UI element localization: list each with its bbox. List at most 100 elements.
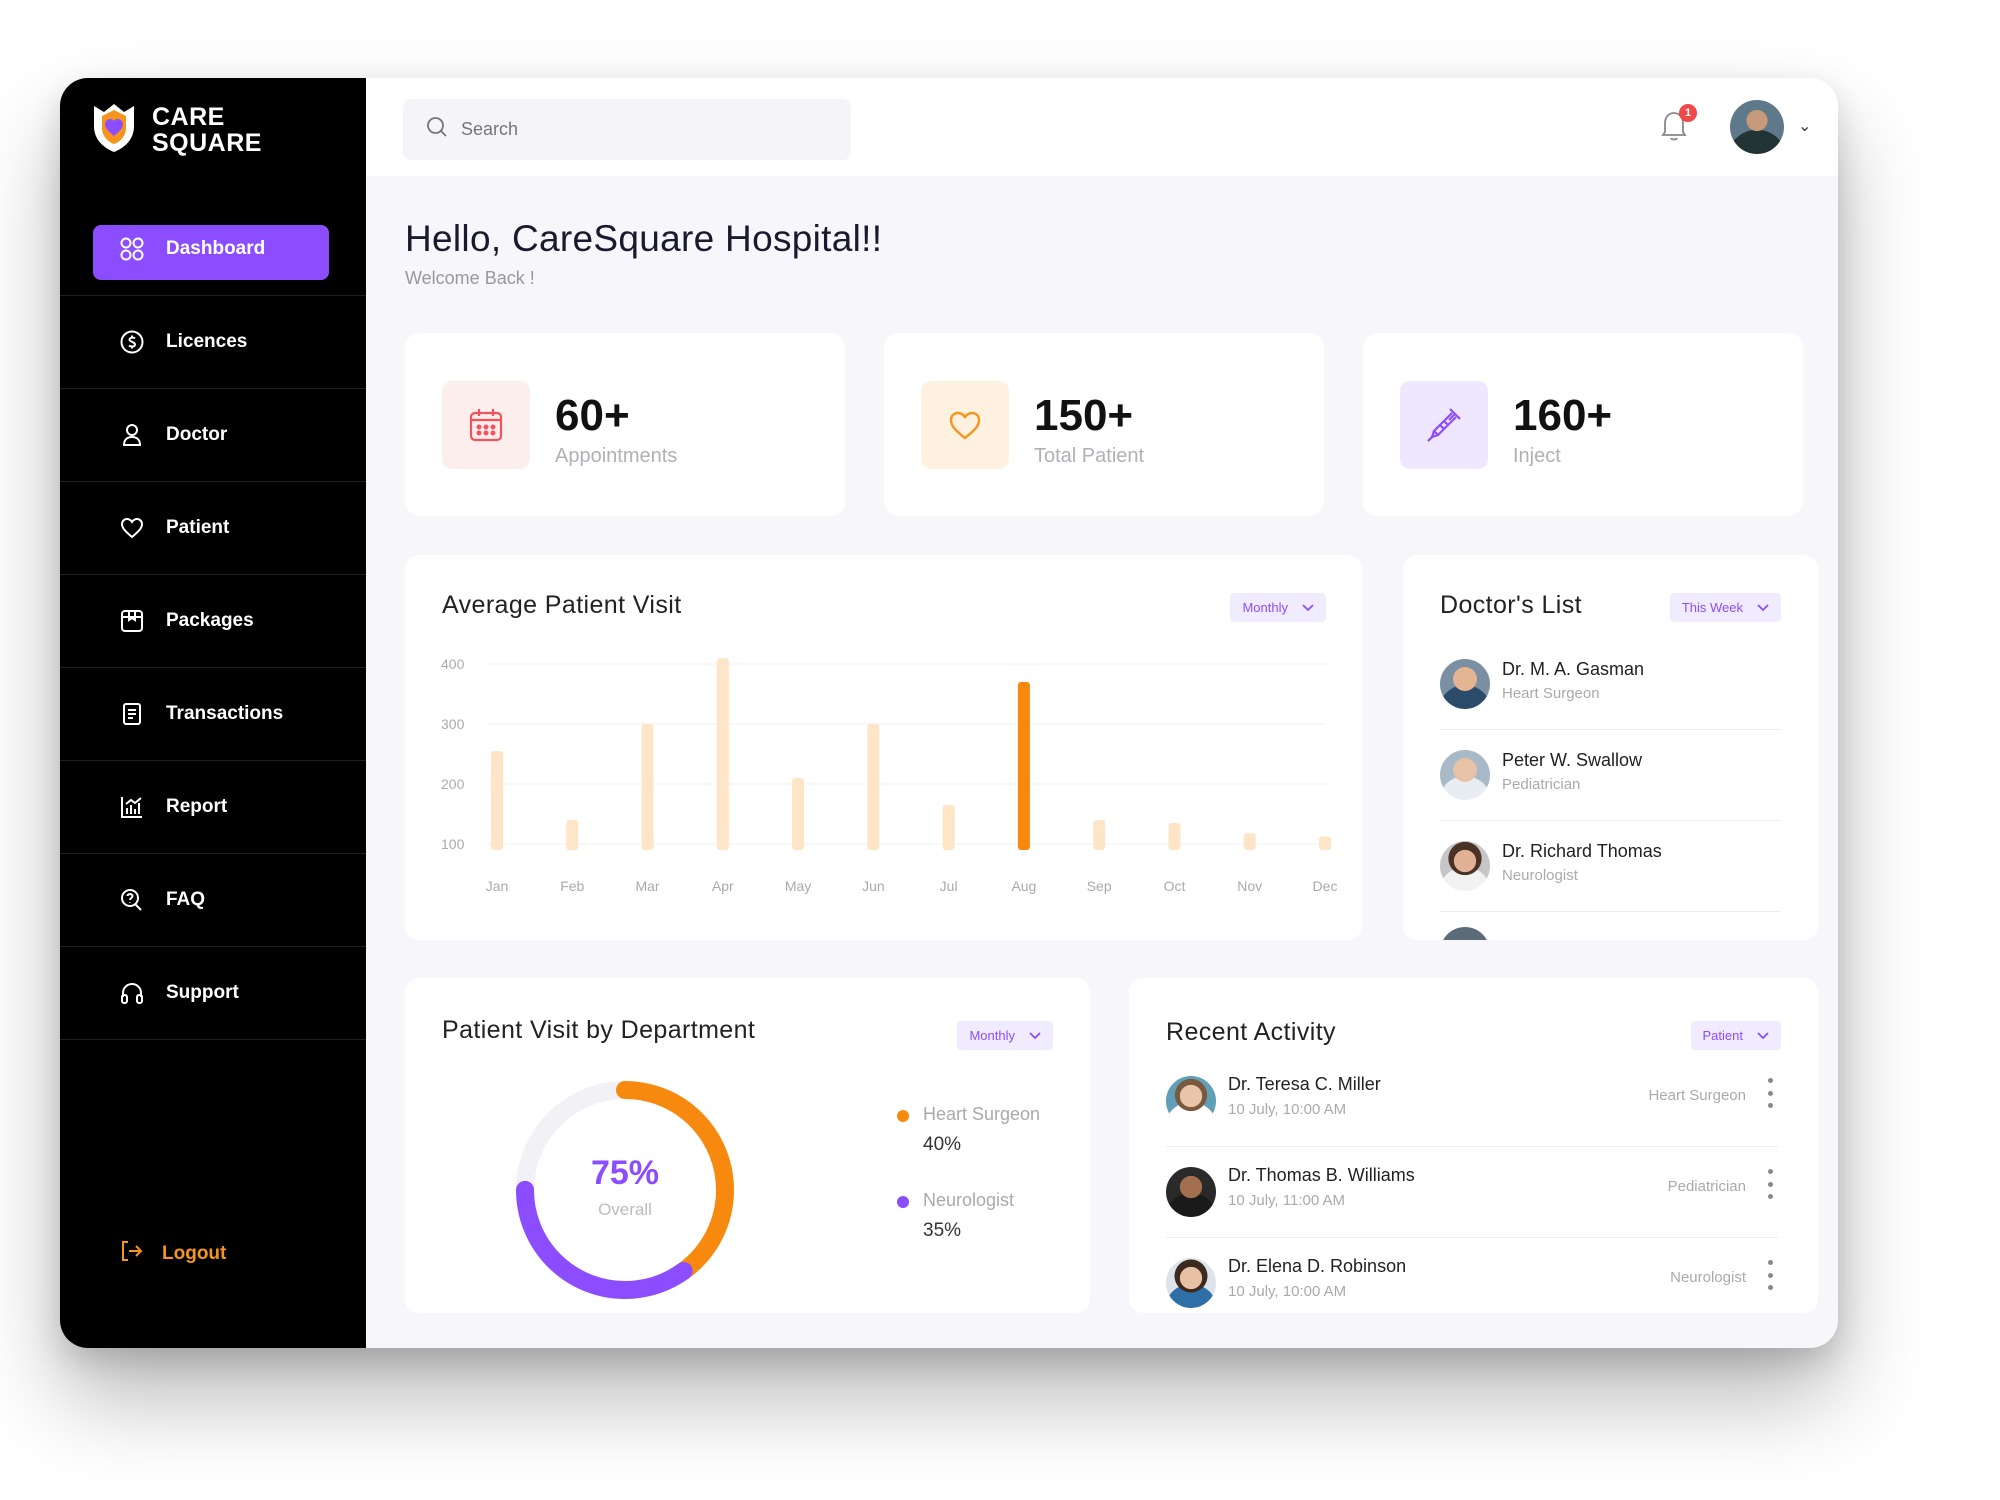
department-card: Patient Visit by Department Monthly 75% … — [405, 978, 1090, 1313]
bar-jan[interactable] — [491, 751, 503, 850]
headphones-icon — [118, 979, 146, 1007]
recent-activity-title: Recent Activity — [1166, 1018, 1336, 1046]
bar-oct[interactable] — [1168, 823, 1181, 850]
doctor-specialty: Pediatrician — [1502, 776, 1581, 793]
bar-mar[interactable] — [641, 724, 654, 850]
average-patient-visit-card: Average Patient Visit Monthly 100 200 300 4… — [405, 555, 1362, 940]
more-options-icon[interactable] — [1762, 1169, 1778, 1199]
receipt-icon — [118, 700, 146, 728]
y-tick-label: 200 — [441, 776, 465, 792]
x-tick-label: Sep — [1087, 878, 1112, 894]
logout-icon — [118, 1238, 144, 1270]
bar-dec[interactable] — [1319, 836, 1331, 850]
app-window: CARE SQUARE Dashboard Licences Doctor — [60, 78, 1838, 1348]
grid-icon — [118, 235, 146, 263]
heart-icon — [118, 514, 146, 542]
donut-segment-neurologist[interactable] — [516, 1081, 734, 1299]
activity-list-item[interactable]: Dr. Thomas B. Williams 10 July, 11:00 AM… — [1166, 1147, 1778, 1238]
donut-segment-heart-surgeon[interactable] — [516, 1081, 734, 1299]
x-tick-label: Jan — [486, 878, 509, 894]
chart-title: Average Patient Visit — [442, 591, 682, 619]
x-tick-label: Mar — [635, 878, 659, 894]
y-tick-label: 100 — [441, 836, 465, 852]
doctors-list-title: Doctor's List — [1440, 591, 1582, 619]
notification-badge: 1 — [1679, 104, 1697, 122]
sidebar-item-support[interactable]: Support — [60, 947, 366, 1040]
doctor-list-item[interactable]: Dr. M. A. Gasman Heart Surgeon — [1440, 639, 1781, 730]
sidebar-item-faq[interactable]: FAQ — [60, 854, 366, 947]
bar-chart-icon — [118, 793, 146, 821]
visits-period-dropdown[interactable]: Monthly — [1230, 593, 1326, 622]
recent-activity-card: Recent Activity Patient Dr. Teresa C. Mi… — [1129, 978, 1818, 1313]
legend-dot-neurologist — [897, 1196, 909, 1208]
logout-button[interactable]: Logout — [118, 1238, 226, 1270]
care-square-logo-icon — [90, 100, 138, 159]
sidebar-item-label: Transactions — [166, 703, 284, 724]
activity-time: 10 July, 11:00 AM — [1228, 1192, 1346, 1209]
brand-line-1: CARE — [152, 102, 225, 131]
sidebar-item-doctor[interactable]: Doctor — [60, 389, 366, 482]
sidebar-item-dashboard[interactable]: Dashboard — [60, 203, 366, 296]
sidebar-item-patient[interactable]: Patient — [60, 482, 366, 575]
doctor-name: Dr. Richard Thomas — [1502, 841, 1662, 861]
doctor-specialty: Neurologist — [1502, 867, 1578, 884]
bar-jul[interactable] — [942, 805, 955, 850]
activity-specialty: Heart Surgeon — [1648, 1087, 1746, 1104]
bar-nov[interactable] — [1243, 833, 1256, 850]
dropdown-value: This Week — [1681, 600, 1743, 615]
bar-jun[interactable] — [867, 724, 880, 850]
sidebar-item-report[interactable]: Report — [60, 761, 366, 854]
x-tick-label: Feb — [560, 878, 584, 894]
sidebar-item-label: Doctor — [166, 424, 228, 445]
sidebar-item-label: Patient — [166, 517, 230, 538]
avatar — [1440, 659, 1490, 709]
sidebar-item-transactions[interactable]: Transactions — [60, 668, 366, 761]
doctors-list-card: Doctor's List This Week Dr. M. A. Gasman… — [1403, 555, 1818, 940]
stat-label: Inject — [1513, 445, 1561, 467]
brand-logo[interactable]: CARE SQUARE — [90, 100, 262, 159]
activity-filter-dropdown[interactable]: Patient — [1690, 1021, 1781, 1050]
activity-name: Dr. Teresa C. Miller — [1228, 1074, 1381, 1094]
calendar-icon — [442, 381, 530, 469]
visits-bar-chart: 100 200 300 400 Jan Feb Mar Apr May Jun Jul Aug Sep O… — [441, 656, 1337, 894]
activity-list-item[interactable]: Dr. Elena D. Robinson 10 July, 10:00 AM … — [1166, 1238, 1778, 1313]
more-options-icon[interactable] — [1762, 1260, 1778, 1290]
sidebar-item-packages[interactable]: Packages — [60, 575, 366, 668]
x-tick-label: Jul — [940, 878, 958, 894]
bar-aug[interactable] — [1017, 682, 1030, 850]
avatar — [1166, 1076, 1216, 1126]
activity-list-item[interactable]: Dr. Teresa C. Miller 10 July, 10:00 AM H… — [1166, 1056, 1778, 1147]
user-avatar[interactable] — [1730, 100, 1784, 154]
sidebar-item-label: Packages — [166, 610, 254, 631]
search-box[interactable] — [403, 99, 851, 160]
sidebar-item-label: Report — [166, 796, 228, 817]
bar-sep[interactable] — [1093, 820, 1106, 850]
bar-apr[interactable] — [716, 658, 729, 850]
avatar — [1440, 750, 1490, 800]
avatar — [1440, 927, 1490, 940]
active-indicator — [93, 225, 329, 280]
notification-button[interactable]: 1 — [1659, 104, 1697, 148]
bar-feb[interactable] — [566, 820, 579, 850]
stat-value: 160+ — [1513, 391, 1613, 440]
stat-value: 150+ — [1034, 391, 1134, 440]
chevron-down-icon — [1029, 1028, 1041, 1043]
department-period-dropdown[interactable]: Monthly — [957, 1021, 1053, 1050]
more-options-icon[interactable] — [1762, 1078, 1778, 1108]
doctor-list-item[interactable]: Peter W. Swallow Pediatrician — [1440, 730, 1781, 821]
search-input[interactable] — [461, 119, 821, 140]
doctors-period-dropdown[interactable]: This Week — [1669, 593, 1781, 622]
activity-name: Dr. Elena D. Robinson — [1228, 1256, 1407, 1276]
brand-line-2: SQUARE — [152, 128, 262, 157]
stat-card-appointments: 60+ Appointments — [405, 333, 845, 516]
chevron-down-icon — [1757, 600, 1769, 615]
chevron-down-icon[interactable]: ⌄ — [1798, 118, 1812, 135]
doctor-list-item[interactable]: Dr. Richard Thomas Neurologist — [1440, 821, 1781, 912]
bar-may[interactable] — [792, 778, 805, 850]
avatar — [1166, 1167, 1216, 1217]
x-tick-label: Apr — [712, 878, 734, 894]
user-icon — [118, 421, 146, 449]
doctor-name: Dr. M. A. Gasman — [1502, 659, 1645, 679]
sidebar-item-licences[interactable]: Licences — [60, 296, 366, 389]
chevron-down-icon — [1757, 1028, 1769, 1043]
